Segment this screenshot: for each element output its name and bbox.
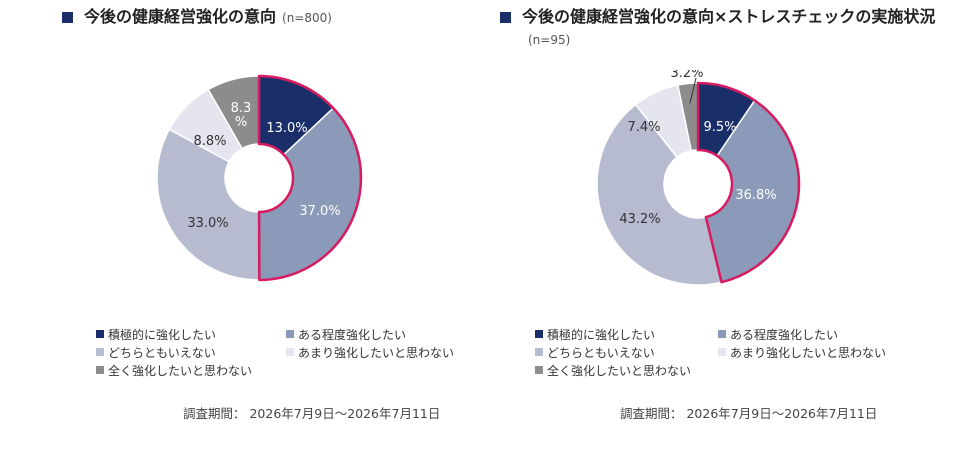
sample-size: (n=95) [528,33,571,47]
legend-item: どちらともいえない [96,344,216,361]
legend-item: ある程度強化したい [718,326,838,343]
legend-item: 積極的に強化したい [535,326,655,343]
legend-label: 積極的に強化したい [108,328,217,342]
legend-swatch [286,348,294,356]
legend-swatch [535,366,543,374]
chart-title-block: 今後の健康経営強化の意向×ストレスチェックの実施状況 (n=95) [500,6,940,51]
legend-swatch [718,348,726,356]
legend-swatch [96,330,104,338]
legend-label: ある程度強化したい [730,328,839,342]
data-label: 3.2% [670,70,703,81]
highlight-outline [696,81,801,284]
legend-item: あまり強化したいと思わない [286,344,454,361]
legend-swatch [535,348,543,356]
title-bullet-icon [500,12,511,23]
chart-title: 今後の健康経営強化の意向 [84,7,277,26]
data-label: 9.5% [703,120,736,135]
legend-swatch [96,366,104,374]
title-bullet-icon [62,12,73,23]
legend-swatch [96,348,104,356]
data-label: 8.8% [193,134,226,149]
legend-item: どちらともいえない [535,344,655,361]
donut-chart: 13.0% 37.0% 33.0% 8.8% 8.3% [156,74,363,282]
survey-period-note: 調査期間： 2026年7月9日～2026年7月11日 [183,406,441,421]
data-label: 37.0% [299,204,340,219]
legend-item: 全く強化したいと思わない [535,362,691,379]
legend-swatch [286,330,294,338]
data-label: 7.4% [627,120,660,135]
legend-item: 積極的に強化したい [96,326,216,343]
legend-label: ある程度強化したい [298,328,407,342]
chart-panel-left: 今後の健康経営強化の意向 (n=800) 13.0% 37.0% 33.0% 8.8% 8… [0,0,480,450]
data-label: 36.8% [735,188,776,203]
legend-label: どちらともいえない [108,346,216,360]
legend-label: あまり強化したいと思わない [298,346,455,360]
legend-item: 全く強化したいと思わない [96,362,252,379]
highlight-outline [257,74,363,282]
legend-swatch [718,330,726,338]
donut-chart: 9.5% 36.8% 43.2% 7.4% 3.2% [596,70,801,286]
chart-panel-right: 今後の健康経営強化の意向×ストレスチェックの実施状況 (n=95) 9.5% 36.… [480,0,965,450]
legend-label: あまり強化したいと思わない [730,346,887,360]
leader-line [689,77,697,104]
legend-swatch [535,330,543,338]
pie-slice [596,103,723,286]
pie-slice [156,128,261,281]
chart-title: 今後の健康経営強化の意向×ストレスチェックの実施状況 [522,7,936,26]
chart-title-block: 今後の健康経営強化の意向 (n=800) [62,6,482,29]
legend-label: どちらともいえない [547,346,655,360]
survey-period-note: 調査期間： 2026年7月9日～2026年7月11日 [620,406,878,421]
legend-label: 全く強化したいと思わない [108,364,253,378]
legend-label: 全く強化したいと思わない [547,364,692,378]
data-label: 8.3% [231,101,252,130]
sample-size: (n=800) [282,11,332,25]
legend-item: あまり強化したいと思わない [718,344,886,361]
data-label: 33.0% [187,216,228,231]
data-label: 13.0% [266,121,307,136]
legend-item: ある程度強化したい [286,326,406,343]
data-label: 43.2% [619,212,660,227]
legend-label: 積極的に強化したい [547,328,656,342]
